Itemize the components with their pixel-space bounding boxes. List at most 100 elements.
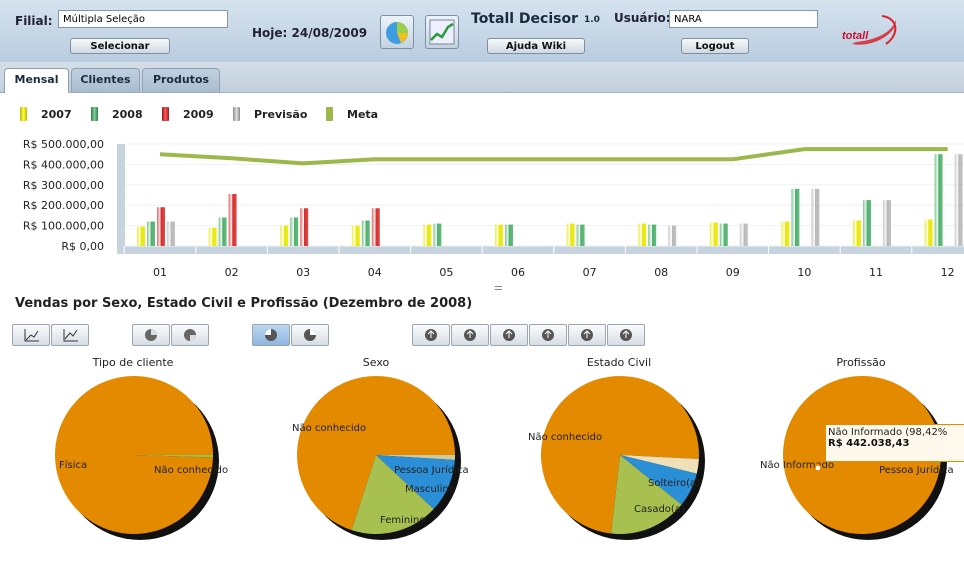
tooltip-line1: Não Informado (98,42% [828, 427, 948, 438]
rotate-icon-2[interactable] [451, 324, 489, 346]
pie-slice[interactable] [55, 375, 214, 534]
pie-title-tipo-cliente: Tipo de cliente [92, 356, 174, 369]
y-tick-label: R$ 500.000,00 [23, 138, 104, 151]
legend-previsao[interactable]: Previsão [233, 106, 307, 122]
bar-2008-12[interactable] [934, 154, 943, 246]
pie-chart-icon-glyph [386, 22, 408, 44]
bar-2008-09[interactable] [719, 223, 728, 246]
legend-swatch-meta [326, 107, 333, 121]
bar-2008-03[interactable] [290, 217, 299, 246]
legend-label-2007: 2007 [41, 107, 72, 121]
bar-2007-11[interactable] [853, 220, 861, 247]
rotate-icon-5[interactable] [568, 324, 606, 346]
pie-mode-glyph [304, 329, 316, 341]
line-chart-icon[interactable] [425, 15, 459, 49]
x-tick-label: 12 [941, 266, 955, 279]
bar-Previsão-08[interactable] [668, 225, 677, 246]
rotate-icon-6[interactable] [607, 324, 645, 346]
bar-2009-04[interactable] [371, 208, 380, 246]
help-wiki-button[interactable]: Ajuda Wiki [487, 38, 585, 54]
rotate-icon-1[interactable] [412, 324, 450, 346]
bar-2007-10[interactable] [781, 221, 790, 246]
x-tick-label: 09 [726, 266, 740, 279]
legend-2009[interactable]: 2009 [162, 106, 214, 122]
bar-2008-07[interactable] [576, 224, 585, 246]
rotate-glyph-2 [464, 329, 476, 341]
line-chart-alt-glyph [63, 329, 78, 342]
section-title: Vendas por Sexo, Estado Civil e Profissã… [15, 296, 473, 311]
bar-Previsão-01[interactable] [167, 221, 175, 246]
bar-2007-05[interactable] [423, 224, 432, 246]
rotate-glyph-5 [581, 329, 593, 341]
pie-mode-selected-icon[interactable] [252, 324, 290, 346]
rotate-icon-4[interactable] [529, 324, 567, 346]
meta-line[interactable] [159, 147, 948, 166]
tab-produtos[interactable]: Produtos [142, 68, 220, 92]
bar-2007-03[interactable] [280, 225, 289, 246]
pie-slice[interactable] [540, 376, 699, 534]
logout-button[interactable]: Logout [681, 38, 749, 54]
bar-2008-01[interactable] [147, 221, 155, 246]
pie-slice[interactable] [620, 455, 697, 505]
bar-Previsão-11[interactable] [883, 200, 891, 246]
tab-clientes[interactable]: Clientes [71, 68, 140, 92]
line-chart-alt-icon[interactable] [51, 324, 89, 346]
bar-2008-08[interactable] [648, 224, 657, 246]
tab-bar: Mensal Clientes Produtos [0, 62, 964, 93]
bar-2007-08[interactable] [638, 223, 647, 246]
pie-slice[interactable] [376, 455, 455, 460]
select-button[interactable]: Selecionar [70, 38, 170, 54]
x-axis-band [117, 246, 964, 254]
x-tick-label: 08 [654, 266, 668, 279]
pie-slice[interactable] [351, 455, 434, 534]
bar-2009-01[interactable] [157, 207, 165, 246]
bar-2008-06[interactable] [505, 224, 513, 246]
bar-2007-07[interactable] [566, 223, 575, 246]
tab-mensal[interactable]: Mensal [4, 68, 69, 93]
bar-Previsão-12[interactable] [954, 154, 963, 246]
bar-2008-04[interactable] [361, 220, 370, 247]
legend-swatch-2007 [20, 107, 27, 121]
pie-slice[interactable] [134, 455, 213, 458]
pie-flat-icon[interactable] [132, 324, 170, 346]
y-tick-label: R$ 400.000,00 [23, 158, 104, 171]
pie-slice[interactable] [611, 455, 682, 534]
resize-handle[interactable]: ⚌ [494, 282, 503, 293]
bar-2008-10[interactable] [791, 188, 800, 246]
bar-2008-05[interactable] [433, 223, 442, 246]
bar-2007-12[interactable] [924, 219, 933, 246]
bar-2009-03[interactable] [300, 208, 309, 246]
pie-slice[interactable] [376, 455, 455, 510]
filial-field[interactable]: Múltipla Seleção [58, 10, 228, 28]
bar-2008-11[interactable] [863, 200, 871, 246]
pie-label: Não conhecido [154, 465, 228, 476]
bar-2007-04[interactable] [351, 225, 360, 246]
bar-2007-09[interactable] [709, 222, 718, 246]
pie-mode-icon[interactable] [291, 324, 329, 346]
tooltip-anchor-dot [814, 464, 822, 472]
x-tick-label: 07 [583, 266, 597, 279]
legend-2008[interactable]: 2008 [91, 106, 143, 122]
user-field[interactable]: NARA [669, 10, 818, 28]
bar-2007-02[interactable] [208, 227, 217, 246]
line-chart-icon[interactable] [12, 324, 50, 346]
pie-slice[interactable] [297, 376, 455, 531]
bar-Previsão-09[interactable] [739, 223, 748, 246]
pie-slice[interactable] [620, 455, 699, 474]
line-chart-glyph [24, 329, 39, 342]
pie-chart-icon[interactable] [380, 15, 414, 49]
bar-2008-02[interactable] [218, 217, 227, 246]
rotate-icon-3[interactable] [490, 324, 528, 346]
legend-meta[interactable]: Meta [326, 106, 378, 122]
bar-2009-02[interactable] [228, 193, 237, 246]
bar-2007-01[interactable] [137, 226, 145, 246]
legend-2007[interactable]: 2007 [20, 106, 72, 122]
bar-2007-06[interactable] [495, 224, 503, 246]
bar-Previsão-10[interactable] [811, 188, 820, 246]
pie-title-estado-civil: Estado Civil [586, 356, 652, 369]
filial-label: Filial: [15, 14, 53, 28]
x-tick-label: 10 [797, 266, 811, 279]
pie-3d-icon[interactable] [171, 324, 209, 346]
x-tick-label: 06 [511, 266, 525, 279]
pie-title-sexo: Sexo [362, 356, 390, 369]
